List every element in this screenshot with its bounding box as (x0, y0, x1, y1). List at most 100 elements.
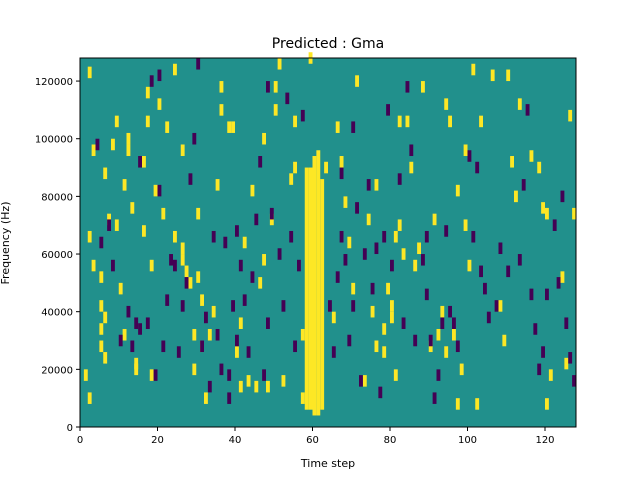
heatmap-cell-low (370, 282, 375, 295)
heatmap-cell-low (231, 300, 235, 312)
heatmap-cell-low (525, 104, 530, 116)
heatmap-cell-high (250, 184, 255, 197)
heatmap-cell-high (517, 98, 522, 110)
heatmap-cell-high (293, 161, 297, 174)
heatmap-cell-high (180, 254, 185, 266)
heatmap-cell-low (390, 259, 394, 272)
heatmap-cell-high (149, 369, 154, 381)
heatmap-cell-high (452, 328, 456, 341)
heatmap-cell-high (397, 219, 402, 231)
heatmap-cell-high (130, 202, 135, 214)
heatmap-cell-low (107, 219, 111, 231)
heatmap-cell-high (355, 75, 359, 87)
heatmap-cell-low (196, 58, 201, 70)
heatmap-cell-high (289, 173, 294, 185)
heatmap-cell-high (173, 63, 177, 76)
heatmap-cell-low (138, 156, 142, 168)
heatmap-cell-high (134, 363, 139, 376)
heatmap-cell-low (397, 173, 402, 185)
heatmap-cell-low (169, 254, 173, 266)
y-tick-label: 120000 (35, 77, 73, 88)
heatmap-cell-low (130, 340, 135, 353)
heatmap-cell-high (238, 380, 243, 393)
heatmap-cell-high (545, 398, 549, 410)
heatmap-cell-low (149, 75, 154, 87)
heatmap-cell-high (382, 323, 387, 335)
heatmap-cell-low (401, 317, 406, 329)
heatmap-cell-low (285, 92, 290, 105)
heatmap-cell-low (157, 184, 162, 197)
heatmap-cell-low (227, 369, 232, 381)
x-axis: 0 20 40 60 80 100 120 (77, 427, 555, 446)
heatmap-cell-low (277, 248, 282, 260)
heatmap-cell-low (479, 265, 483, 278)
heatmap-cell-high (545, 207, 549, 220)
heatmap-cell-low (483, 282, 487, 295)
heatmap-cell-high (99, 271, 104, 283)
x-axis-label: Time step (300, 457, 355, 470)
x-tick-label: 0 (77, 435, 83, 446)
heatmap-cell-high (409, 161, 414, 174)
heatmap-cell-high (87, 392, 92, 404)
heatmap-cell-high (479, 115, 483, 128)
heatmap-cell-high (111, 138, 115, 151)
heatmap-cell-high (413, 259, 418, 272)
heatmap-cell-low (223, 236, 228, 249)
heatmap-cell-high (537, 161, 542, 174)
heatmap-cell-low (266, 81, 270, 93)
heatmap-cell-high (83, 369, 88, 381)
heatmap-cell-high (335, 121, 340, 133)
heatmap-cell-high (149, 259, 154, 272)
plot-area (79, 52, 577, 428)
heatmap-cell-low (452, 317, 456, 329)
heatmap-cell-high (440, 305, 445, 318)
heatmap-cell-high (393, 230, 398, 243)
heatmap-cell-high (273, 81, 278, 93)
heatmap-cell-low (409, 144, 414, 157)
heatmap-cell-high (331, 311, 336, 324)
heatmap-cell-high (397, 115, 402, 128)
heatmap-cell-high (455, 184, 460, 197)
heatmap-cell-low (362, 248, 367, 260)
x-tick-label: 100 (458, 435, 477, 446)
heatmap-cell-high (436, 328, 441, 341)
heatmap-cell-low (293, 340, 297, 353)
y-axis-label: Frequency (Hz) (0, 202, 12, 285)
heatmap-cell-low (537, 363, 542, 376)
heatmap-cell-low (188, 173, 193, 185)
heatmap-cell-high (142, 225, 146, 237)
heatmap-cell-low (153, 369, 158, 381)
heatmap-cell-low (517, 254, 522, 266)
heatmap-cell-high (351, 282, 356, 295)
heatmap-cell-low (134, 317, 139, 329)
heatmap-band-cell (308, 167, 313, 410)
heatmap-cell-high (362, 375, 367, 387)
heatmap-cell-low (444, 225, 449, 237)
heatmap-cell-low (215, 328, 220, 341)
heatmap-cell-low (250, 271, 255, 283)
heatmap-cell-high (180, 242, 185, 255)
heatmap-cell-low (486, 311, 491, 324)
heatmap-cell-high (324, 161, 328, 174)
heatmap-cell-high (242, 236, 247, 249)
heatmap-cell-low (440, 317, 445, 329)
heatmap-cell-low (572, 375, 576, 387)
heatmap-cell-high (258, 277, 263, 289)
heatmap-cell-high (417, 242, 421, 255)
heatmap-cell-high (467, 259, 472, 272)
heatmap-cell-high (510, 156, 514, 168)
heatmap-cell-high (238, 317, 243, 329)
heatmap-cell-high (91, 144, 96, 157)
heatmap-cell-low (359, 375, 363, 387)
y-axis: 0 20000 40000 60000 80000 100000 120000 (35, 77, 80, 434)
heatmap-cell-low (568, 352, 573, 364)
heatmap-cell-high (347, 236, 352, 249)
heatmap-cell-low (211, 230, 216, 243)
heatmap-cell-low (436, 369, 441, 381)
heatmap-cell-high (165, 121, 170, 133)
heatmap-cell-low (455, 340, 460, 353)
y-tick-label: 60000 (41, 250, 73, 261)
heatmap-cell-high (401, 248, 406, 260)
heatmap-cell-low (405, 81, 410, 93)
y-tick-label: 100000 (35, 135, 73, 146)
